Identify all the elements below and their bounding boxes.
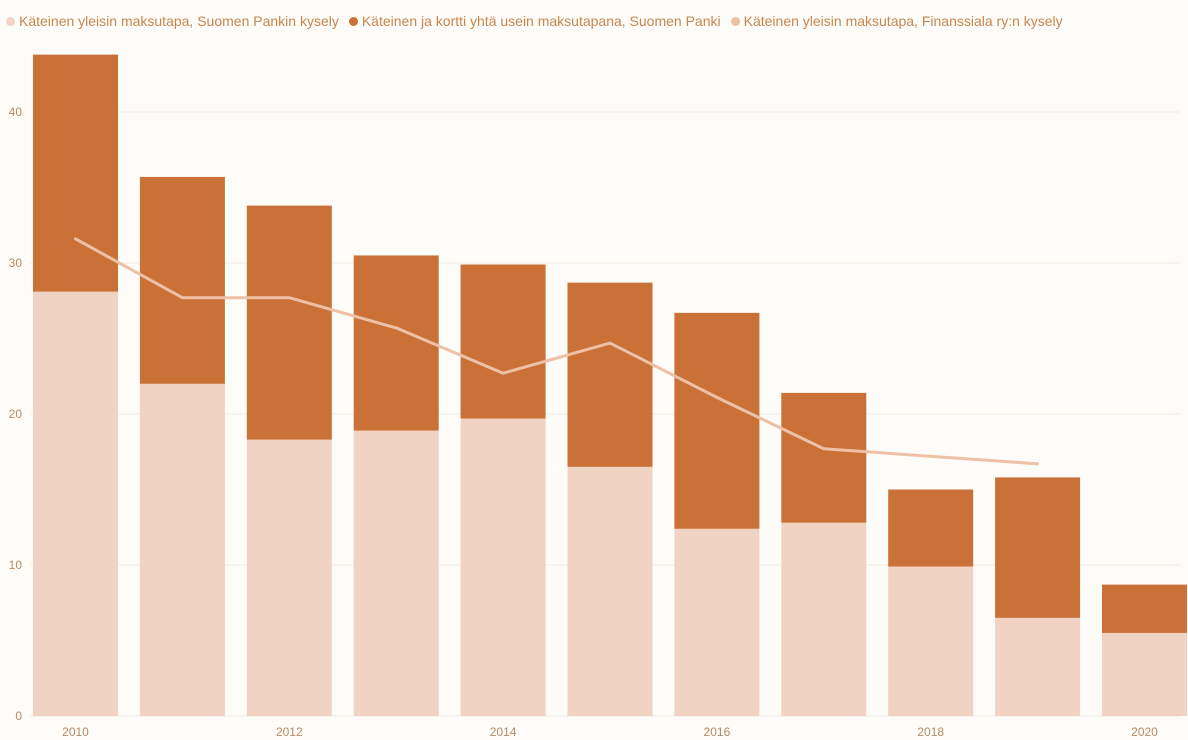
legend-swatch-cash-most-common-fa bbox=[730, 16, 740, 26]
bar-2016-series-0 bbox=[674, 528, 760, 716]
bar-2014-series-1 bbox=[460, 264, 546, 419]
bar-2015-series-1 bbox=[567, 282, 653, 467]
y-tick-label: 0 bbox=[15, 709, 22, 723]
bar-2019-series-0 bbox=[995, 617, 1081, 716]
legend-label-cash-and-card-equal-bof: Käteinen ja kortti yhtä usein maksutapan… bbox=[361, 13, 721, 29]
bar-2012-series-0 bbox=[246, 439, 332, 716]
bar-2018-series-1 bbox=[888, 489, 974, 567]
bar-2011-series-0 bbox=[139, 383, 225, 716]
x-tick-label: 2012 bbox=[276, 725, 303, 739]
chart-legend: Käteinen yleisin maksutapa, Suomen Panki… bbox=[6, 13, 1073, 29]
bar-2013-series-1 bbox=[353, 255, 439, 431]
x-tick-label: 2016 bbox=[704, 725, 731, 739]
bar-2010-series-0 bbox=[33, 291, 118, 716]
line-series bbox=[74, 237, 1040, 466]
bar-2013-series-0 bbox=[353, 430, 439, 716]
bar-2017-series-0 bbox=[781, 522, 867, 716]
bar-2010-series-1 bbox=[33, 54, 118, 292]
x-tick-label: 2018 bbox=[917, 725, 944, 739]
bar-2012-series-1 bbox=[246, 205, 332, 440]
bar-2015-series-0 bbox=[567, 466, 653, 716]
y-tick-label: 10 bbox=[9, 558, 23, 572]
line-series-0 bbox=[74, 237, 1040, 466]
axis-labels: 0 10 20 30 40 2010 2012 2014 2016 2018 2020 bbox=[9, 105, 1159, 739]
bar-2018-series-0 bbox=[888, 566, 974, 716]
legend-swatch-cash-and-card-equal-bof bbox=[348, 16, 358, 26]
x-tick-label: 2010 bbox=[62, 725, 89, 739]
bar-2020-series-1 bbox=[1102, 584, 1187, 633]
bar-2011-series-1 bbox=[139, 176, 225, 384]
y-tick-label: 30 bbox=[9, 256, 23, 270]
bar-2020-series-0 bbox=[1102, 632, 1187, 716]
y-tick-label: 40 bbox=[9, 105, 23, 119]
bar-2016-series-1 bbox=[674, 312, 760, 529]
bar-2014-series-0 bbox=[460, 418, 546, 716]
x-tick-label: 2020 bbox=[1131, 725, 1158, 739]
legend-label-cash-most-common-bof: Käteinen yleisin maksutapa, Suomen Panki… bbox=[19, 13, 339, 29]
legend-label-cash-most-common-fa: Käteinen yleisin maksutapa, Finanssiala … bbox=[743, 13, 1063, 29]
legend-item-cash-most-common-bof[interactable]: Käteinen yleisin maksutapa, Suomen Panki… bbox=[6, 13, 339, 29]
bar-series bbox=[33, 54, 1187, 716]
legend-item-cash-most-common-fa[interactable]: Käteinen yleisin maksutapa, Finanssiala … bbox=[730, 13, 1063, 29]
legend-swatch-cash-most-common-bof bbox=[6, 16, 15, 26]
x-tick-label: 2014 bbox=[490, 725, 517, 739]
bar-2019-series-1 bbox=[995, 477, 1081, 618]
y-tick-label: 20 bbox=[9, 407, 23, 421]
bar-2017-series-1 bbox=[781, 392, 867, 523]
legend-item-cash-and-card-equal-bof[interactable]: Käteinen ja kortti yhtä usein maksutapan… bbox=[348, 13, 721, 29]
